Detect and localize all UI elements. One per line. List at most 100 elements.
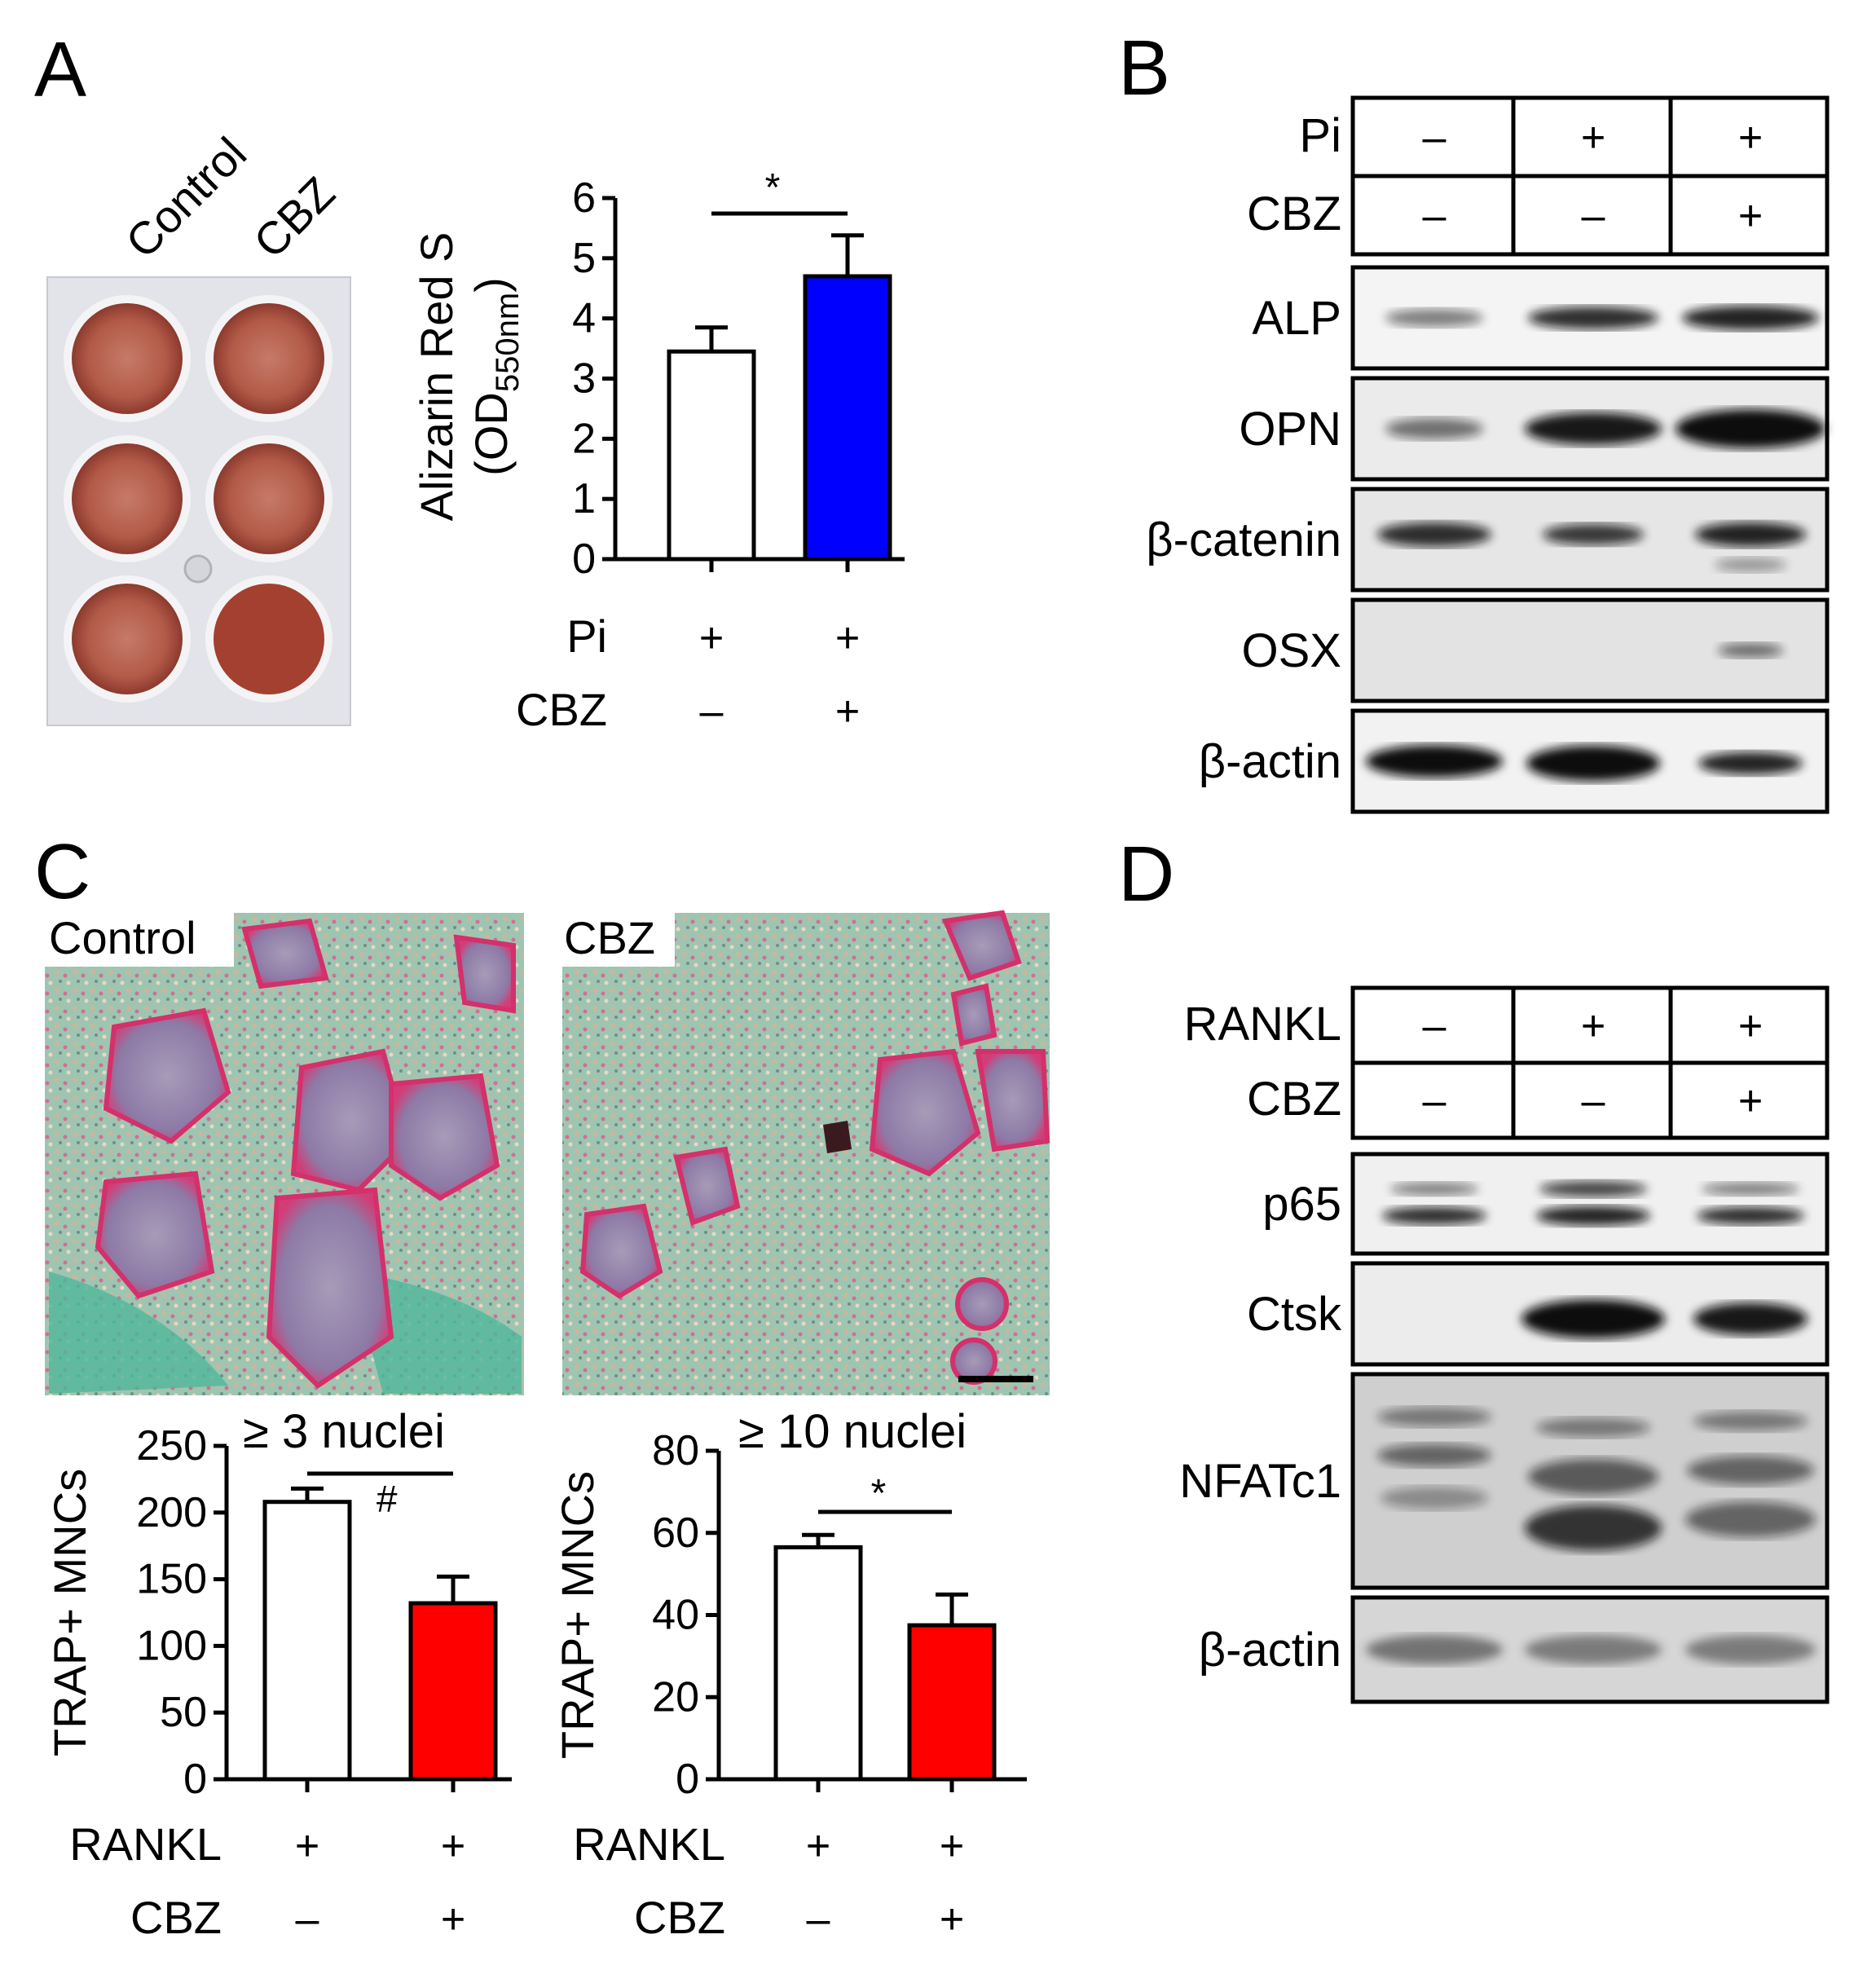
- condition-sign: +: [295, 1822, 319, 1870]
- bar-1: [773, 1545, 863, 1782]
- band: [1366, 1635, 1503, 1664]
- band: [1521, 1299, 1665, 1339]
- significance-marker: *: [871, 1472, 887, 1515]
- western-blot-b: Pi – + + CBZ – – + ALP OPN β-catenin OSX β-actin: [1146, 95, 1830, 814]
- band: [1377, 1407, 1491, 1427]
- y-tick-label: 50: [160, 1689, 207, 1736]
- condition-label: RANKL: [573, 1818, 725, 1870]
- blot-label: NFATc1: [1179, 1455, 1341, 1508]
- well-control-2: [64, 435, 191, 562]
- panel-label-a: A: [34, 26, 86, 113]
- blot-strip-4: [1350, 1595, 1830, 1704]
- well-control-1: [64, 295, 191, 422]
- band: [1543, 523, 1644, 545]
- western-blot-d: RANKL – + + CBZ – – + p65 Ctsk NFATc1 β-actin: [1179, 985, 1830, 1704]
- condition-sign: +: [835, 688, 860, 735]
- band: [1536, 1417, 1650, 1438]
- blot-label: ALP: [1252, 292, 1341, 345]
- condition-sign: +: [940, 1822, 964, 1870]
- panel-label-d: D: [1118, 831, 1174, 918]
- band: [1525, 1635, 1662, 1664]
- blot-condition-sign: –: [1423, 1003, 1447, 1050]
- band: [1377, 1443, 1491, 1467]
- blot-strip-2: [1350, 376, 1830, 482]
- condition-sign: +: [940, 1896, 964, 1943]
- band: [1366, 745, 1503, 778]
- y-tick-label: 100: [136, 1622, 207, 1669]
- band: [1685, 1501, 1816, 1538]
- blot-label: β-actin: [1199, 735, 1341, 788]
- condition-label: CBZ: [130, 1892, 222, 1943]
- alizarin-chart: Alizarin Red S (OD550nm) 0 1 2 3 4 5 6 * Pi + + CBZ…: [411, 166, 905, 735]
- band: [1539, 1180, 1647, 1197]
- band: [1526, 745, 1660, 782]
- chart-title: ≥ 3 nuclei: [243, 1405, 445, 1458]
- blot-condition-sign: –: [1582, 192, 1605, 240]
- blot-condition-sign: –: [1423, 114, 1447, 161]
- band: [1525, 412, 1662, 445]
- alizarin-ylabel-line2: (OD550nm): [465, 277, 526, 476]
- bar-2: [907, 1623, 997, 1782]
- y-tick-label: 200: [136, 1489, 207, 1536]
- blot-condition-sign: –: [1423, 1077, 1447, 1125]
- blot-condition-sign: +: [1738, 1077, 1763, 1125]
- band: [1385, 418, 1483, 439]
- band: [1685, 1635, 1816, 1664]
- bar-2: [803, 274, 892, 562]
- y-axis-label: TRAP+ MNCs: [552, 1471, 603, 1759]
- micrograph-control: [45, 913, 524, 1395]
- blot-condition-sign: +: [1738, 1003, 1763, 1050]
- band: [1676, 409, 1825, 448]
- band: [1693, 1302, 1808, 1336]
- blot-label: OSX: [1242, 624, 1342, 677]
- y-tick-label: 40: [652, 1592, 699, 1639]
- blot-strip-1: [1350, 1152, 1830, 1256]
- condition-sign: +: [835, 615, 860, 662]
- y-tick-label: 80: [652, 1427, 699, 1474]
- condition-sign: +: [441, 1896, 465, 1943]
- blot-label: Ctsk: [1247, 1288, 1342, 1341]
- blot-condition-label: CBZ: [1247, 187, 1341, 240]
- band: [1528, 1458, 1658, 1495]
- band: [1698, 751, 1803, 775]
- blot-strip-4: [1350, 597, 1830, 703]
- condition-sign: –: [807, 1896, 830, 1943]
- condition-sign: +: [699, 615, 724, 662]
- y-tick-label: 0: [183, 1756, 207, 1803]
- band: [1682, 306, 1819, 330]
- band: [1695, 522, 1806, 547]
- well-cbz-2: [205, 435, 332, 562]
- band: [1390, 1182, 1478, 1196]
- y-tick-label: 5: [572, 235, 596, 282]
- blot-condition-sign: +: [1581, 114, 1605, 161]
- well-cbz-3: [205, 575, 332, 703]
- micrograph-cbz: [562, 910, 1050, 1395]
- bar-2: [408, 1601, 498, 1782]
- plate-column-label-control: Control: [116, 127, 256, 267]
- well-control-3: [64, 575, 191, 703]
- chart-title: ≥ 10 nuclei: [738, 1405, 967, 1458]
- blot-condition-sign: +: [1581, 1003, 1605, 1050]
- blot-condition-label: Pi: [1299, 109, 1341, 162]
- condition-sign: +: [806, 1822, 830, 1870]
- condition-sign: –: [700, 688, 724, 735]
- blot-condition-label: RANKL: [1184, 998, 1341, 1051]
- blot-label: p65: [1262, 1178, 1341, 1231]
- band: [1525, 1505, 1662, 1551]
- plate-column-label-cbz: CBZ: [244, 167, 345, 268]
- blot-label: β-catenin: [1146, 513, 1341, 566]
- panel-label-c: C: [34, 828, 90, 915]
- condition-label: CBZ: [516, 684, 607, 735]
- y-tick-label: 3: [572, 355, 596, 403]
- blot-condition-sign: –: [1423, 192, 1447, 240]
- y-axis-label: TRAP+ MNCs: [44, 1469, 95, 1756]
- band: [1385, 309, 1483, 327]
- condition-sign: –: [296, 1896, 319, 1943]
- trap-10nuclei-chart: 0 20 40 60 80 * RANKL + + CBZ – + ≥ 10 nuclei TRAP+ M…: [552, 1405, 1027, 1943]
- band: [1381, 1486, 1488, 1509]
- alizarin-ylabel-line1: Alizarin Red S: [411, 232, 462, 522]
- blot-strip-3: [1350, 487, 1830, 593]
- scale-bar: [958, 1376, 1033, 1382]
- band: [1382, 1206, 1486, 1225]
